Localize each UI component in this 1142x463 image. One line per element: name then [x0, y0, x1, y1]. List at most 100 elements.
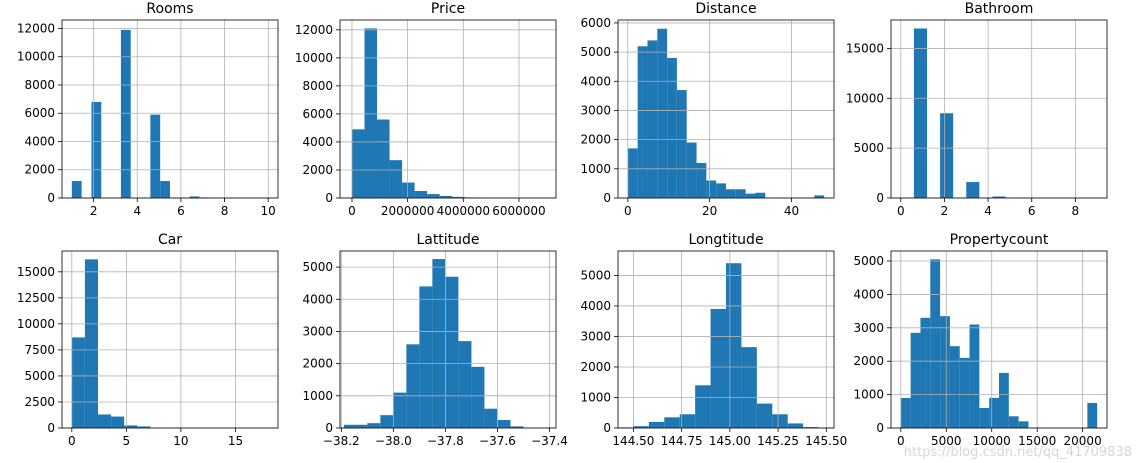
histogram-bar — [633, 426, 649, 428]
histogram-bar — [900, 397, 911, 428]
y-tick-label: 0 — [603, 421, 611, 435]
histogram-bar — [706, 180, 717, 198]
y-tick-label: 5000 — [853, 254, 884, 268]
histogram-bar — [648, 421, 665, 428]
histogram-bar — [755, 192, 766, 198]
histogram-bar — [930, 259, 941, 428]
x-tick-label: 15 — [228, 434, 243, 448]
x-tick-label: 8 — [1072, 204, 1080, 218]
histogram-bar — [137, 426, 151, 428]
subplot-title: Bathroom — [965, 1, 1034, 17]
x-tick-label: 8 — [221, 204, 229, 218]
histogram-bar — [91, 101, 102, 198]
histogram-bar — [484, 408, 498, 428]
watermark: https://blog.csdn.net/qq_41709838 — [903, 445, 1132, 460]
histogram-bar — [380, 415, 394, 428]
subplot-title: Distance — [695, 1, 756, 17]
y-tick-label: 0 — [876, 421, 884, 435]
y-tick-label: 1000 — [853, 388, 884, 402]
y-tick-label: 5000 — [302, 260, 333, 274]
histogram-bar — [1008, 416, 1019, 428]
y-tick-label: 2500 — [24, 395, 55, 409]
x-tick-label: 4 — [133, 204, 141, 218]
histogram-bar — [414, 190, 428, 198]
histogram-bar — [406, 344, 420, 428]
y-tick-label: 1000 — [580, 162, 611, 176]
histogram-bar — [741, 347, 757, 428]
histogram-bar — [432, 259, 446, 428]
histogram-bar — [664, 417, 680, 428]
histogram-bar — [458, 341, 472, 428]
y-tick-label: 4000 — [302, 135, 333, 149]
x-tick-label: 0 — [624, 204, 632, 218]
histogram-bar — [787, 423, 804, 428]
histogram-bar — [979, 407, 990, 428]
x-tick-label: 2000000 — [381, 204, 434, 218]
histogram-bar — [756, 403, 773, 428]
x-tick-label: 145.00 — [709, 434, 751, 448]
x-tick-label: 144.50 — [612, 434, 654, 448]
histogram-bar — [84, 259, 98, 428]
histogram-bar — [949, 346, 960, 428]
subplot-title: Car — [158, 232, 182, 248]
x-tick-label: 2 — [941, 204, 949, 218]
histogram-bar — [959, 357, 970, 428]
x-tick-label: 6 — [177, 204, 185, 218]
y-tick-label: 4000 — [580, 74, 611, 88]
x-tick-label: −37.4 — [531, 434, 568, 448]
y-tick-label: 0 — [47, 191, 55, 205]
x-tick-label: 4000000 — [437, 204, 490, 218]
x-tick-label: 0 — [68, 434, 76, 448]
histogram-bar — [716, 183, 726, 198]
histogram-bar — [772, 414, 788, 428]
y-tick-label: 10000 — [17, 317, 55, 331]
x-tick-label: 15000 — [1018, 434, 1056, 448]
y-tick-label: 0 — [603, 191, 611, 205]
histogram-bar — [160, 181, 170, 198]
y-tick-label: 3000 — [580, 329, 611, 343]
x-tick-label: 10 — [173, 434, 188, 448]
histogram-bar — [679, 414, 696, 428]
y-tick-label: 2000 — [580, 360, 611, 374]
x-tick-label: 6000000 — [492, 204, 545, 218]
y-tick-label: 12500 — [17, 291, 55, 305]
subplot-title: Lattitude — [416, 232, 479, 248]
histogram-bar — [389, 160, 403, 198]
y-tick-label: 3000 — [580, 103, 611, 117]
histogram-bar — [667, 57, 677, 199]
histogram-bar — [445, 276, 459, 428]
y-tick-label: 2000 — [580, 133, 611, 147]
x-tick-label: 6 — [1028, 204, 1036, 218]
x-tick-label: 144.75 — [661, 434, 703, 448]
axes-frame — [890, 19, 1108, 199]
x-tick-label: 10 — [261, 204, 276, 218]
y-tick-label: 2000 — [302, 357, 333, 371]
histogram-bar — [120, 29, 131, 199]
histogram-bar — [419, 286, 433, 428]
histogram-bar — [1087, 402, 1098, 428]
y-tick-label: 6000 — [24, 106, 55, 120]
histogram-bar — [999, 372, 1009, 428]
histogram-bar — [647, 40, 658, 198]
y-tick-label: 15000 — [846, 41, 884, 55]
subplot-title: Price — [431, 1, 465, 17]
y-tick-label: 12000 — [17, 21, 55, 35]
axes-frame — [339, 19, 557, 199]
histogram-bar — [497, 419, 511, 428]
histogram-bar — [913, 28, 927, 198]
x-tick-label: −37.6 — [479, 434, 516, 448]
histogram-bar — [71, 337, 85, 428]
x-tick-label: −38.0 — [375, 434, 412, 448]
y-tick-label: 5000 — [580, 268, 611, 282]
subplot-propertycount: 0 5000 10000 15000 20000 0 1000 2000 3000 4000 500… — [853, 232, 1108, 448]
histogram-bar — [989, 397, 999, 428]
histogram-bar — [966, 182, 980, 198]
y-tick-label: 4000 — [24, 134, 55, 148]
histogram-bar — [364, 28, 378, 198]
histogram-bar — [71, 181, 82, 198]
histogram-bar — [696, 162, 707, 198]
x-tick-label: 5 — [123, 434, 131, 448]
histogram-bar — [735, 189, 746, 198]
y-tick-label: 2000 — [24, 163, 55, 177]
